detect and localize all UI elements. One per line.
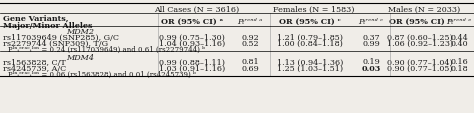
Text: OR (95% CI) ᵃ: OR (95% CI) ᵃ: [161, 18, 223, 26]
Text: 1.00 (0.84–1.18): 1.00 (0.84–1.18): [277, 40, 343, 48]
Text: 0.99 (0.75–1.30): 0.99 (0.75–1.30): [159, 34, 225, 42]
Text: 0.87 (0.60–1.25): 0.87 (0.60–1.25): [387, 34, 453, 42]
Text: Males (N = 2033): Males (N = 2033): [388, 6, 460, 14]
Text: 0.03: 0.03: [361, 64, 381, 72]
Text: 0.18: 0.18: [450, 64, 468, 72]
Text: 0.90 (0.77–1.05): 0.90 (0.77–1.05): [387, 64, 453, 72]
Text: 0.16: 0.16: [450, 58, 468, 66]
Text: 0.90 (0.77–1.04): 0.90 (0.77–1.04): [387, 58, 453, 66]
Text: 1.13 (0.94–1.36): 1.13 (0.94–1.36): [277, 58, 343, 66]
Text: 0.19: 0.19: [362, 58, 380, 66]
Text: rs2279744 (SNP309), T/G: rs2279744 (SNP309), T/G: [3, 40, 108, 48]
Text: rs1563828, C/T: rs1563828, C/T: [3, 58, 66, 66]
Text: 1.04 (0.93–1.16): 1.04 (0.93–1.16): [159, 40, 225, 48]
Text: 0.81: 0.81: [241, 58, 259, 66]
Text: Females (N = 1583): Females (N = 1583): [273, 6, 355, 14]
Text: MDM4: MDM4: [66, 53, 94, 61]
Text: 0.44: 0.44: [450, 34, 468, 42]
Text: Pₜʳᵉⁿᵈ ᵉ: Pₜʳᵉⁿᵈ ᵉ: [447, 18, 472, 26]
Text: Pᴵⁿₜᵉʳᵃᶜₜᴵᵒⁿ = 0.24 (rs117039649) and 0.61 (rs2279744) ᵇ: Pᴵⁿₜᵉʳᵃᶜₜᴵᵒⁿ = 0.24 (rs117039649) and 0.…: [8, 46, 205, 54]
Text: 0.40: 0.40: [450, 40, 468, 48]
Text: 0.69: 0.69: [241, 64, 259, 72]
Text: Pₜʳᵉⁿᵈ ᶜ: Pₜʳᵉⁿᵈ ᶜ: [358, 18, 383, 26]
Text: 0.99: 0.99: [362, 40, 380, 48]
Text: 0.52: 0.52: [241, 40, 259, 48]
Text: 1.06 (0.92–1.23): 1.06 (0.92–1.23): [387, 40, 453, 48]
Text: rs4245739, A/C: rs4245739, A/C: [3, 64, 66, 72]
Text: 0.99 (0.88–1.11): 0.99 (0.88–1.11): [159, 58, 225, 66]
Text: OR (95% CI) ᶜ: OR (95% CI) ᶜ: [279, 18, 341, 26]
Text: OR (95% CI) ᵉ: OR (95% CI) ᵉ: [389, 18, 451, 26]
Text: Major/Minor Alleles: Major/Minor Alleles: [3, 21, 92, 29]
Text: Pᴵⁿₜᵉʳᵃᶜₜᴵᵒⁿ = 0.06 (rs1563828) and 0.01 (rs4245739) ᵇ: Pᴵⁿₜᵉʳᵃᶜₜᴵᵒⁿ = 0.06 (rs1563828) and 0.01…: [8, 70, 196, 78]
Text: 1.25 (1.03–1.51): 1.25 (1.03–1.51): [277, 64, 343, 72]
Text: MDM2: MDM2: [66, 28, 94, 36]
Text: All Cases (N = 3616): All Cases (N = 3616): [155, 6, 240, 14]
Text: rs117039649 (SNP285), G/C: rs117039649 (SNP285), G/C: [3, 34, 119, 42]
Text: 0.92: 0.92: [241, 34, 259, 42]
Text: 1.03 (0.91–1.16): 1.03 (0.91–1.16): [159, 64, 225, 72]
Text: 0.37: 0.37: [362, 34, 380, 42]
Text: Gene Variants,: Gene Variants,: [3, 15, 69, 23]
Text: Pₜʳᵉⁿᵈ ᵃ: Pₜʳᵉⁿᵈ ᵃ: [237, 18, 263, 26]
Text: 1.21 (0.79–1.85): 1.21 (0.79–1.85): [277, 34, 343, 42]
